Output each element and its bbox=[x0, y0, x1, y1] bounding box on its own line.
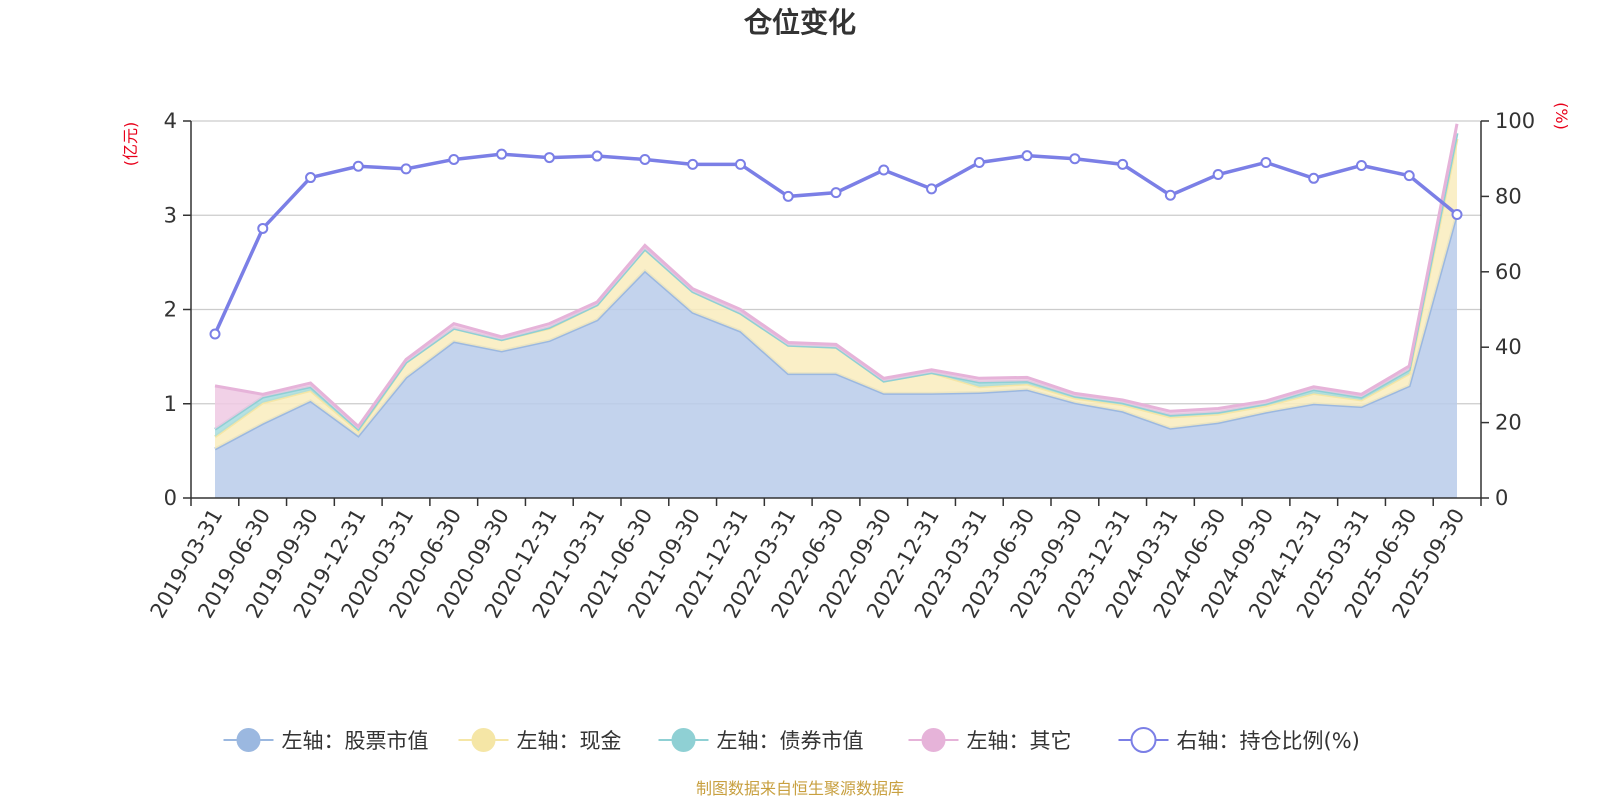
ratio-point bbox=[1260, 156, 1272, 168]
ratio-line bbox=[213, 152, 1459, 335]
left-tick-label: 1 bbox=[164, 392, 177, 416]
ratio-point bbox=[591, 150, 603, 162]
area-series-1 bbox=[215, 138, 1457, 449]
ratio-point bbox=[830, 187, 842, 199]
legend-label: 左轴：股票市值 bbox=[282, 729, 429, 753]
right-tick-label: 40 bbox=[1495, 335, 1522, 359]
ratio-point bbox=[257, 222, 269, 234]
ratio-point bbox=[973, 156, 985, 168]
ratio-point bbox=[1451, 208, 1463, 220]
left-tick-label: 2 bbox=[164, 298, 177, 322]
legend-label: 右轴：持仓比例(%) bbox=[1177, 729, 1360, 753]
ratio-point bbox=[400, 163, 412, 175]
ratio-point bbox=[496, 148, 508, 160]
legend-label: 左轴：债券市值 bbox=[717, 729, 864, 753]
legend-marker bbox=[471, 728, 496, 752]
data-source-note: 制图数据来自恒生聚源数据库 bbox=[696, 779, 904, 798]
left-axis-unit: (亿元) bbox=[121, 122, 140, 167]
ratio-point bbox=[687, 158, 699, 170]
ratio-point bbox=[543, 152, 555, 164]
ratio-point bbox=[1212, 169, 1224, 181]
ratio-point bbox=[926, 183, 938, 195]
left-tick-label: 4 bbox=[164, 109, 177, 133]
ratio-point bbox=[1308, 172, 1320, 184]
right-tick-label: 80 bbox=[1495, 184, 1522, 208]
right-tick-label: 20 bbox=[1495, 411, 1522, 435]
chart-title: 仓位变化 bbox=[744, 6, 856, 39]
right-axis-unit: (%) bbox=[1552, 102, 1571, 130]
right-tick-label: 60 bbox=[1495, 260, 1522, 284]
legend-marker bbox=[671, 728, 696, 752]
ratio-point bbox=[878, 164, 890, 176]
ratio-point bbox=[1355, 159, 1367, 171]
legend-label: 左轴：其它 bbox=[967, 729, 1072, 753]
left-tick-label: 0 bbox=[164, 486, 177, 510]
ratio-point bbox=[1403, 170, 1415, 182]
left-tick-label: 3 bbox=[164, 203, 177, 227]
ratio-point bbox=[305, 172, 317, 184]
legend-marker bbox=[236, 728, 261, 752]
legend-item-2: 左轴：债券市值 bbox=[658, 728, 864, 753]
holding-ratio-line bbox=[209, 148, 1463, 340]
right-tick-label: 100 bbox=[1495, 109, 1535, 133]
ratio-point bbox=[209, 328, 221, 340]
ratio-point bbox=[1021, 150, 1033, 162]
legend-item-3: 左轴：其它 bbox=[908, 728, 1072, 753]
legend-item-4: 右轴：持仓比例(%) bbox=[1118, 727, 1360, 753]
ratio-point bbox=[1164, 189, 1176, 201]
area-line-3 bbox=[214, 123, 1459, 429]
legend-label: 左轴：现金 bbox=[517, 729, 622, 753]
ratio-point bbox=[639, 153, 651, 165]
legend-marker bbox=[921, 728, 946, 752]
area-series-0 bbox=[215, 213, 1457, 499]
ratio-point bbox=[448, 153, 460, 165]
ratio-point bbox=[1069, 153, 1081, 165]
ratio-point bbox=[734, 158, 746, 170]
right-tick-label: 0 bbox=[1495, 486, 1508, 510]
ratio-point bbox=[782, 190, 794, 202]
legend-item-0: 左轴：股票市值 bbox=[223, 728, 429, 753]
ratio-point bbox=[352, 160, 364, 172]
legend-marker bbox=[1130, 727, 1157, 753]
ratio-point bbox=[1117, 158, 1129, 170]
stacked-areas bbox=[214, 123, 1459, 499]
legend: 左轴：股票市值 左轴：现金 左轴：债券市值 左轴：其它 右轴：持仓比例(%) bbox=[223, 727, 1360, 753]
legend-item-1: 左轴：现金 bbox=[458, 728, 622, 753]
